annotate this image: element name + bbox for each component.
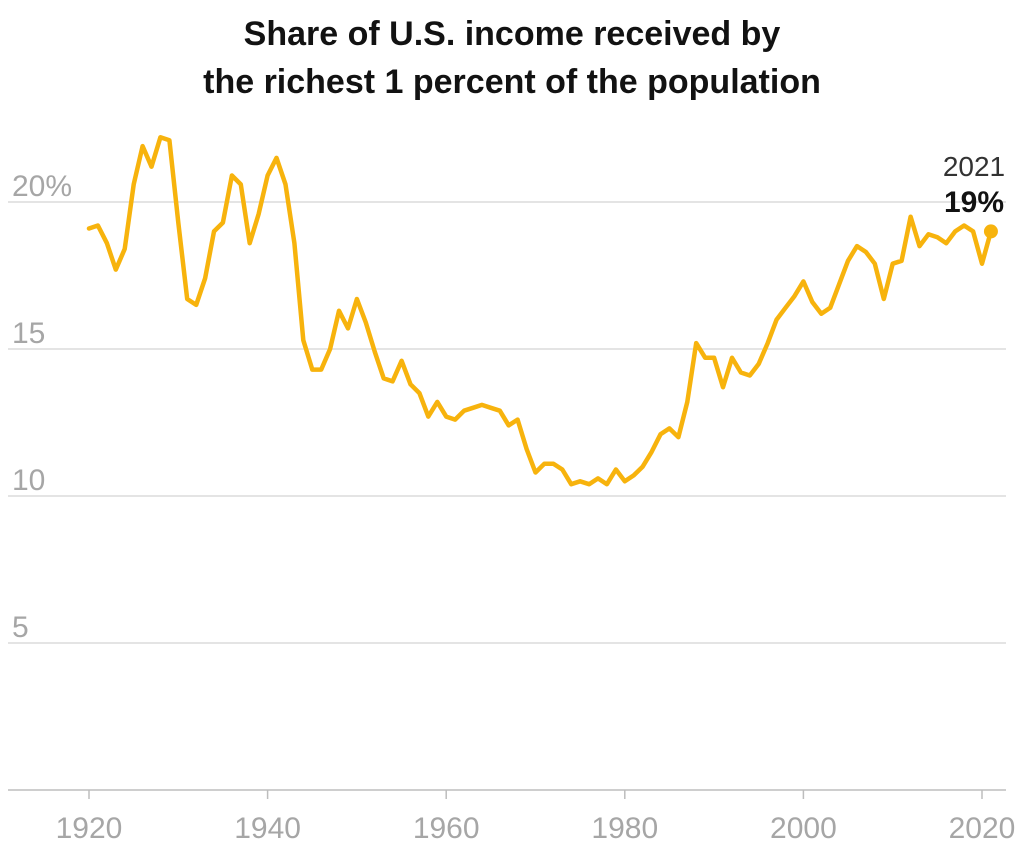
annotation-year: 2021: [943, 151, 1005, 182]
x-tick-label-2000: 2000: [770, 812, 837, 845]
x-tick-labels: 1920 1940 1960 1980 2000 2020: [56, 790, 1016, 845]
x-tick-label-1980: 1980: [591, 812, 658, 845]
x-tick-label-1940: 1940: [234, 812, 301, 845]
y-tick-label-20: 20%: [12, 170, 72, 203]
y-tick-labels: 5 10 15 20%: [12, 170, 72, 644]
y-tick-label-5: 5: [12, 611, 29, 644]
annotation-value: 19%: [944, 186, 1004, 219]
income-share-line: [86, 135, 994, 487]
series-layer: [86, 135, 998, 487]
end-annotation: 2021 19%: [943, 151, 1005, 219]
x-tick-label-2020: 2020: [949, 812, 1016, 845]
gridlines: [8, 201, 1006, 791]
chart-title: Share of U.S. income received by the ric…: [0, 10, 1024, 106]
title-line-2: the richest 1 percent of the population: [203, 63, 821, 101]
endpoint-marker: [983, 224, 998, 239]
y-tick-label-10: 10: [12, 464, 45, 497]
title-line-1: Share of U.S. income received by: [243, 15, 781, 53]
y-tick-label-15: 15: [12, 317, 45, 350]
x-tick-label-1920: 1920: [56, 812, 123, 845]
x-tick-label-1960: 1960: [413, 812, 480, 845]
